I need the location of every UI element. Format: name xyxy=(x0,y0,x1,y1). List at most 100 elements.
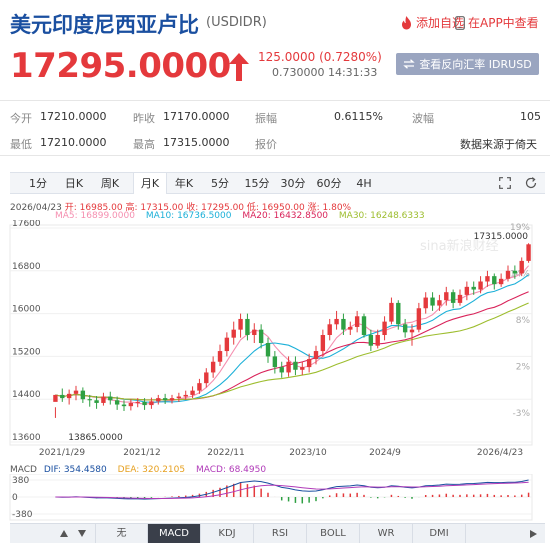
x-tick-label: 2026/4/23 xyxy=(477,448,523,458)
candle-body xyxy=(444,292,449,301)
candle-body xyxy=(156,398,161,402)
candle-body xyxy=(519,260,524,274)
stat-range-label: 波幅 xyxy=(412,112,434,125)
tab-5min[interactable]: 5分 xyxy=(211,177,229,190)
candle-body xyxy=(245,318,250,335)
candle-body xyxy=(87,399,92,401)
indicator-tab-dmi[interactable]: DMI xyxy=(413,524,466,543)
quote-time: 0.730000 14:31:33 xyxy=(272,66,378,79)
macd-chart[interactable]: 380 0 -380 xyxy=(0,474,550,522)
candle-body xyxy=(252,329,257,335)
tab-30min[interactable]: 30分 xyxy=(280,177,306,190)
indicator-tab-boll[interactable]: BOLL xyxy=(307,524,360,543)
candle-body xyxy=(94,400,99,403)
candle-low: 低: 16950.00 xyxy=(246,203,305,213)
tab-60min[interactable]: 60分 xyxy=(316,177,342,190)
page-title: 美元印度尼西亚卢比 xyxy=(10,13,199,37)
chart-frame xyxy=(9,224,533,446)
candle-body xyxy=(450,292,456,303)
stat-high-label: 最高 xyxy=(133,138,155,151)
flame-icon xyxy=(402,15,411,29)
pct-tick-label: 2% xyxy=(516,363,531,373)
symbol-code: (USDIDR) xyxy=(206,15,267,30)
candle-body xyxy=(430,297,435,306)
indicator-tab-macd[interactable]: MACD xyxy=(148,524,201,543)
ma30-line xyxy=(55,302,529,401)
x-tick-label: 2023/10 xyxy=(289,448,327,458)
candle-body xyxy=(217,351,223,362)
candle-body xyxy=(498,278,504,285)
scroll-down-icon[interactable] xyxy=(78,530,86,537)
reverse-rate-button[interactable]: 查看反向汇率 IDRUSD xyxy=(396,53,539,75)
kline-chart[interactable]: 17600168001600015200144001360019%14%8%2%… xyxy=(0,220,550,463)
candle-body xyxy=(286,361,291,373)
y-tick-label: 16800 xyxy=(12,262,41,272)
candle-body xyxy=(190,390,195,395)
candle-body xyxy=(478,281,483,290)
candle-body xyxy=(409,329,415,333)
candle-body xyxy=(457,294,463,303)
candle-body xyxy=(183,394,188,397)
tab-15min[interactable]: 15分 xyxy=(244,177,270,190)
indicator-tab-rsi[interactable]: RSI xyxy=(254,524,307,543)
macd-name: MACD xyxy=(10,465,37,475)
candle-body xyxy=(210,361,216,373)
candle-body xyxy=(197,383,202,391)
x-tick-label: 2021/1/29 xyxy=(39,448,85,458)
candle-body xyxy=(512,270,518,274)
reset-icon[interactable] xyxy=(525,177,537,189)
candle-body xyxy=(101,396,106,403)
macd-dif: DIF: 354.4580 xyxy=(43,465,107,475)
max-price-label: 17315.0000 xyxy=(474,232,529,242)
tab-daily[interactable]: 日K xyxy=(64,177,84,190)
candle-body xyxy=(368,335,374,346)
indicator-tab-none[interactable]: 无 xyxy=(95,524,148,543)
tab-1min[interactable]: 1分 xyxy=(29,177,47,190)
y-tick-label: 16000 xyxy=(12,305,41,315)
candle-body xyxy=(437,300,442,306)
stat-open-value: 17210.0000 xyxy=(40,110,107,123)
candle-body xyxy=(66,393,72,399)
y-tick-label: 15200 xyxy=(12,347,41,357)
indicator-tab-kdj[interactable]: KDJ xyxy=(201,524,254,543)
candle-body xyxy=(272,356,278,368)
candle-body xyxy=(402,324,408,333)
price-change: 125.0000 (0.7280%) xyxy=(258,50,382,64)
macd-tick-label: 380 xyxy=(12,476,29,486)
ma10-value: MA10: 16736.5000 xyxy=(145,211,232,221)
tab-weekly[interactable]: 周K xyxy=(100,177,120,190)
scroll-right-icon[interactable] xyxy=(530,530,537,538)
add-favorite-label: 添加自选 xyxy=(416,16,465,30)
candle-body xyxy=(354,316,360,327)
current-price: 17295.0000 xyxy=(10,46,231,86)
ma30-value: MA30: 16248.6333 xyxy=(338,211,425,221)
tab-4h[interactable]: 4H xyxy=(356,177,372,190)
ma-info: MA5: 16899.0000 MA10: 16736.5000 MA20: 1… xyxy=(55,211,425,221)
x-tick-label: 2021/12 xyxy=(123,448,160,458)
open-in-app-button[interactable]: 在APP中查看 xyxy=(455,14,539,31)
candle-body xyxy=(348,326,353,330)
candle-pct: 涨: 1.80% xyxy=(307,203,352,213)
fullscreen-icon[interactable] xyxy=(499,177,511,189)
candle-body xyxy=(60,394,65,399)
candle-body xyxy=(423,297,428,309)
data-source: 数据来源于倚天 xyxy=(460,138,537,151)
reverse-rate-label: 查看反向汇率 IDRUSD xyxy=(419,58,532,71)
candle-body xyxy=(389,302,394,322)
macd-info: MACD DIF: 354.4580 DEA: 320.2105 MACD: 6… xyxy=(10,465,266,475)
stat-high-value: 17315.0000 xyxy=(163,136,230,149)
macd-tick-label: -380 xyxy=(12,510,33,520)
candle-body xyxy=(341,318,346,330)
candle-date: 2026/04/23 xyxy=(10,203,62,213)
tab-monthly[interactable]: 月K xyxy=(133,173,167,194)
candle-body xyxy=(224,337,230,352)
stat-quote-label: 报价 xyxy=(255,138,277,151)
scroll-up-icon[interactable] xyxy=(60,530,68,537)
tab-yearly[interactable]: 年K xyxy=(174,177,194,190)
candle-close: 收: 17295.00 xyxy=(186,203,245,213)
add-favorite-button[interactable]: 添加自选 xyxy=(400,14,464,31)
x-tick-label: 2022/11 xyxy=(207,448,244,458)
macd-dea: DEA: 320.2105 xyxy=(117,465,186,475)
indicator-tab-wr[interactable]: WR xyxy=(360,524,413,543)
candle-body xyxy=(505,270,511,279)
